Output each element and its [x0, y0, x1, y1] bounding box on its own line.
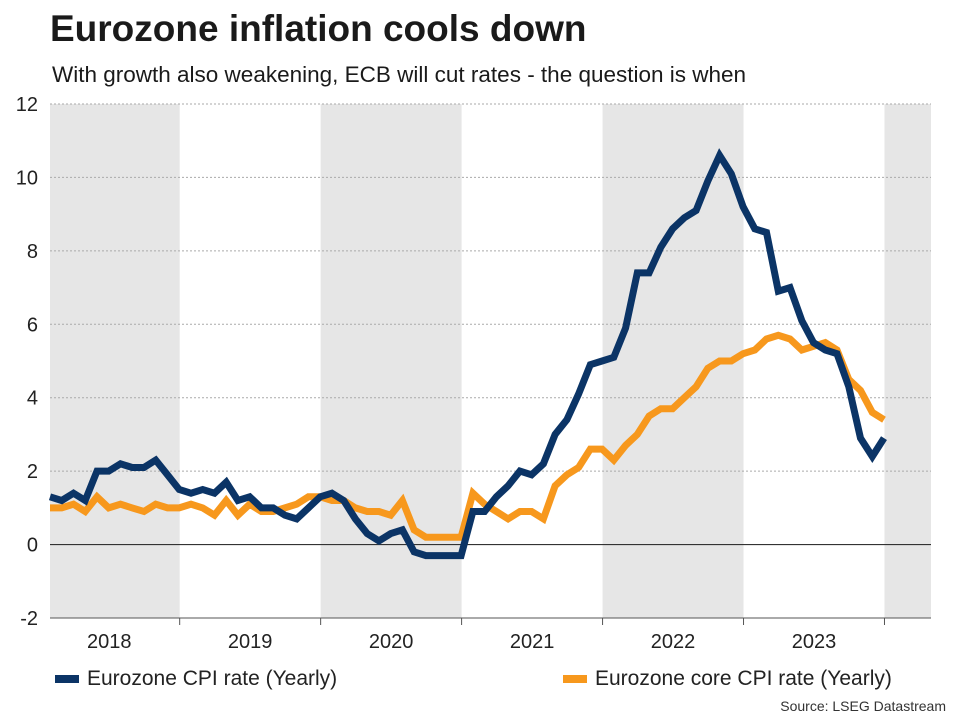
x-tick-label: 2018: [87, 631, 132, 653]
y-tick-label: 4: [27, 388, 38, 410]
series-line-cpi: [48, 148, 887, 560]
y-tick-label: 8: [27, 241, 38, 263]
legend-swatch-core-cpi: [563, 675, 587, 683]
y-tick-label: 2: [27, 461, 38, 483]
y-tick-label: 6: [27, 314, 38, 336]
source-note: Source: LSEG Datastream: [780, 698, 946, 714]
y-tick-label: 10: [16, 167, 38, 189]
x-tick-label: 2021: [510, 631, 555, 653]
y-tick-label: -2: [20, 608, 38, 630]
shaded-year-bands: [50, 104, 931, 618]
chart-title: Eurozone inflation cools down: [50, 8, 587, 49]
legend-swatch-cpi: [55, 675, 79, 683]
y-tick-label: 0: [27, 535, 38, 557]
gridlines: [50, 103, 931, 619]
legend-label-core-cpi: Eurozone core CPI rate (Yearly): [595, 667, 892, 690]
chart-subtitle: With growth also weakening, ECB will cut…: [52, 62, 747, 87]
legend-item-core-cpi: Eurozone core CPI rate (Yearly): [563, 667, 892, 691]
line-chart: -2 0 2 4 6 8 10 12 2018 2019 2020 2021 2022 2023: [16, 94, 931, 653]
legend-item-cpi: Eurozone CPI rate (Yearly): [55, 667, 337, 691]
legend: Eurozone CPI rate (Yearly) Eurozone core…: [0, 662, 960, 702]
shaded-band-1: [320, 104, 462, 618]
x-tick-label: 2020: [369, 631, 414, 653]
x-axis-ticks: 2018 2019 2020 2021 2022 2023: [50, 617, 931, 653]
series-lines: [48, 148, 887, 560]
y-tick-label: 12: [16, 94, 38, 116]
legend-label-cpi: Eurozone CPI rate (Yearly): [87, 667, 338, 690]
x-tick-label: 2022: [651, 631, 696, 653]
series-line-core-cpi: [50, 331, 886, 541]
y-axis-ticks: -2 0 2 4 6 8 10 12: [16, 94, 38, 630]
shaded-band-0: [50, 104, 180, 618]
x-tick-label: 2019: [228, 631, 273, 653]
shaded-band-3: [884, 104, 931, 618]
x-tick-label: 2023: [792, 631, 837, 653]
